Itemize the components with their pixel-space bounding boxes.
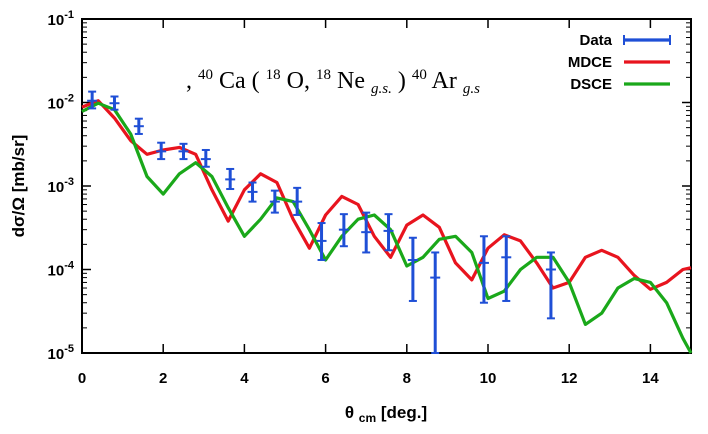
title-sup-b: 18 bbox=[266, 67, 281, 83]
x-axis-label-main: θ bbox=[345, 403, 354, 422]
title-prefix: , bbox=[186, 68, 198, 94]
x-tick-label: 2 bbox=[159, 370, 167, 387]
x-tick-label: 12 bbox=[561, 370, 578, 387]
title-b: O, bbox=[287, 68, 316, 94]
legend-label-dsce: DSCE bbox=[570, 76, 612, 93]
title-d: ) bbox=[398, 68, 406, 94]
x-tick-label: 8 bbox=[403, 370, 411, 387]
title-sup-e: 40 bbox=[412, 67, 427, 83]
legend-label-mdce: MDCE bbox=[568, 54, 612, 71]
x-axis-label-rest: [deg.] bbox=[381, 403, 427, 422]
legend: Data MDCE DSCE bbox=[568, 32, 671, 93]
x-axis-label: θ cm [deg.] bbox=[345, 403, 427, 426]
x-tick-label: 4 bbox=[240, 370, 249, 387]
title-sub-c: g.s. bbox=[371, 81, 392, 97]
series-line-dsce bbox=[81, 101, 693, 354]
series-line-mdce bbox=[81, 99, 692, 291]
x-tick-label: 0 bbox=[78, 370, 86, 387]
x-tick-label: 10 bbox=[480, 370, 497, 387]
y-tick-label: 10-3 bbox=[48, 176, 74, 196]
title-e: Ar bbox=[432, 68, 457, 94]
title-sup-a: 40 bbox=[198, 67, 213, 83]
x-axis-label-sub: cm bbox=[359, 411, 376, 425]
title-sup-c: 18 bbox=[316, 67, 331, 83]
title-c: Ne bbox=[337, 68, 365, 94]
y-axis-label: dσ/Ω [mb/sr] bbox=[9, 135, 28, 238]
legend-label-data: Data bbox=[579, 32, 612, 49]
y-tick-label: 10-5 bbox=[48, 343, 74, 363]
y-tick-label: 10-1 bbox=[48, 9, 74, 29]
y-tick-label: 10-2 bbox=[48, 93, 74, 113]
chart-title: , 40 Ca ( 18 O, 18 Ne g.s. ) 40 Ar g.s bbox=[186, 59, 480, 99]
x-tick-label: 6 bbox=[321, 370, 329, 387]
title-a: Ca ( bbox=[219, 68, 260, 94]
y-tick-label: 10-4 bbox=[48, 260, 75, 280]
x-tick-label: 14 bbox=[642, 370, 659, 387]
title-sub-e: g.s bbox=[463, 81, 480, 97]
